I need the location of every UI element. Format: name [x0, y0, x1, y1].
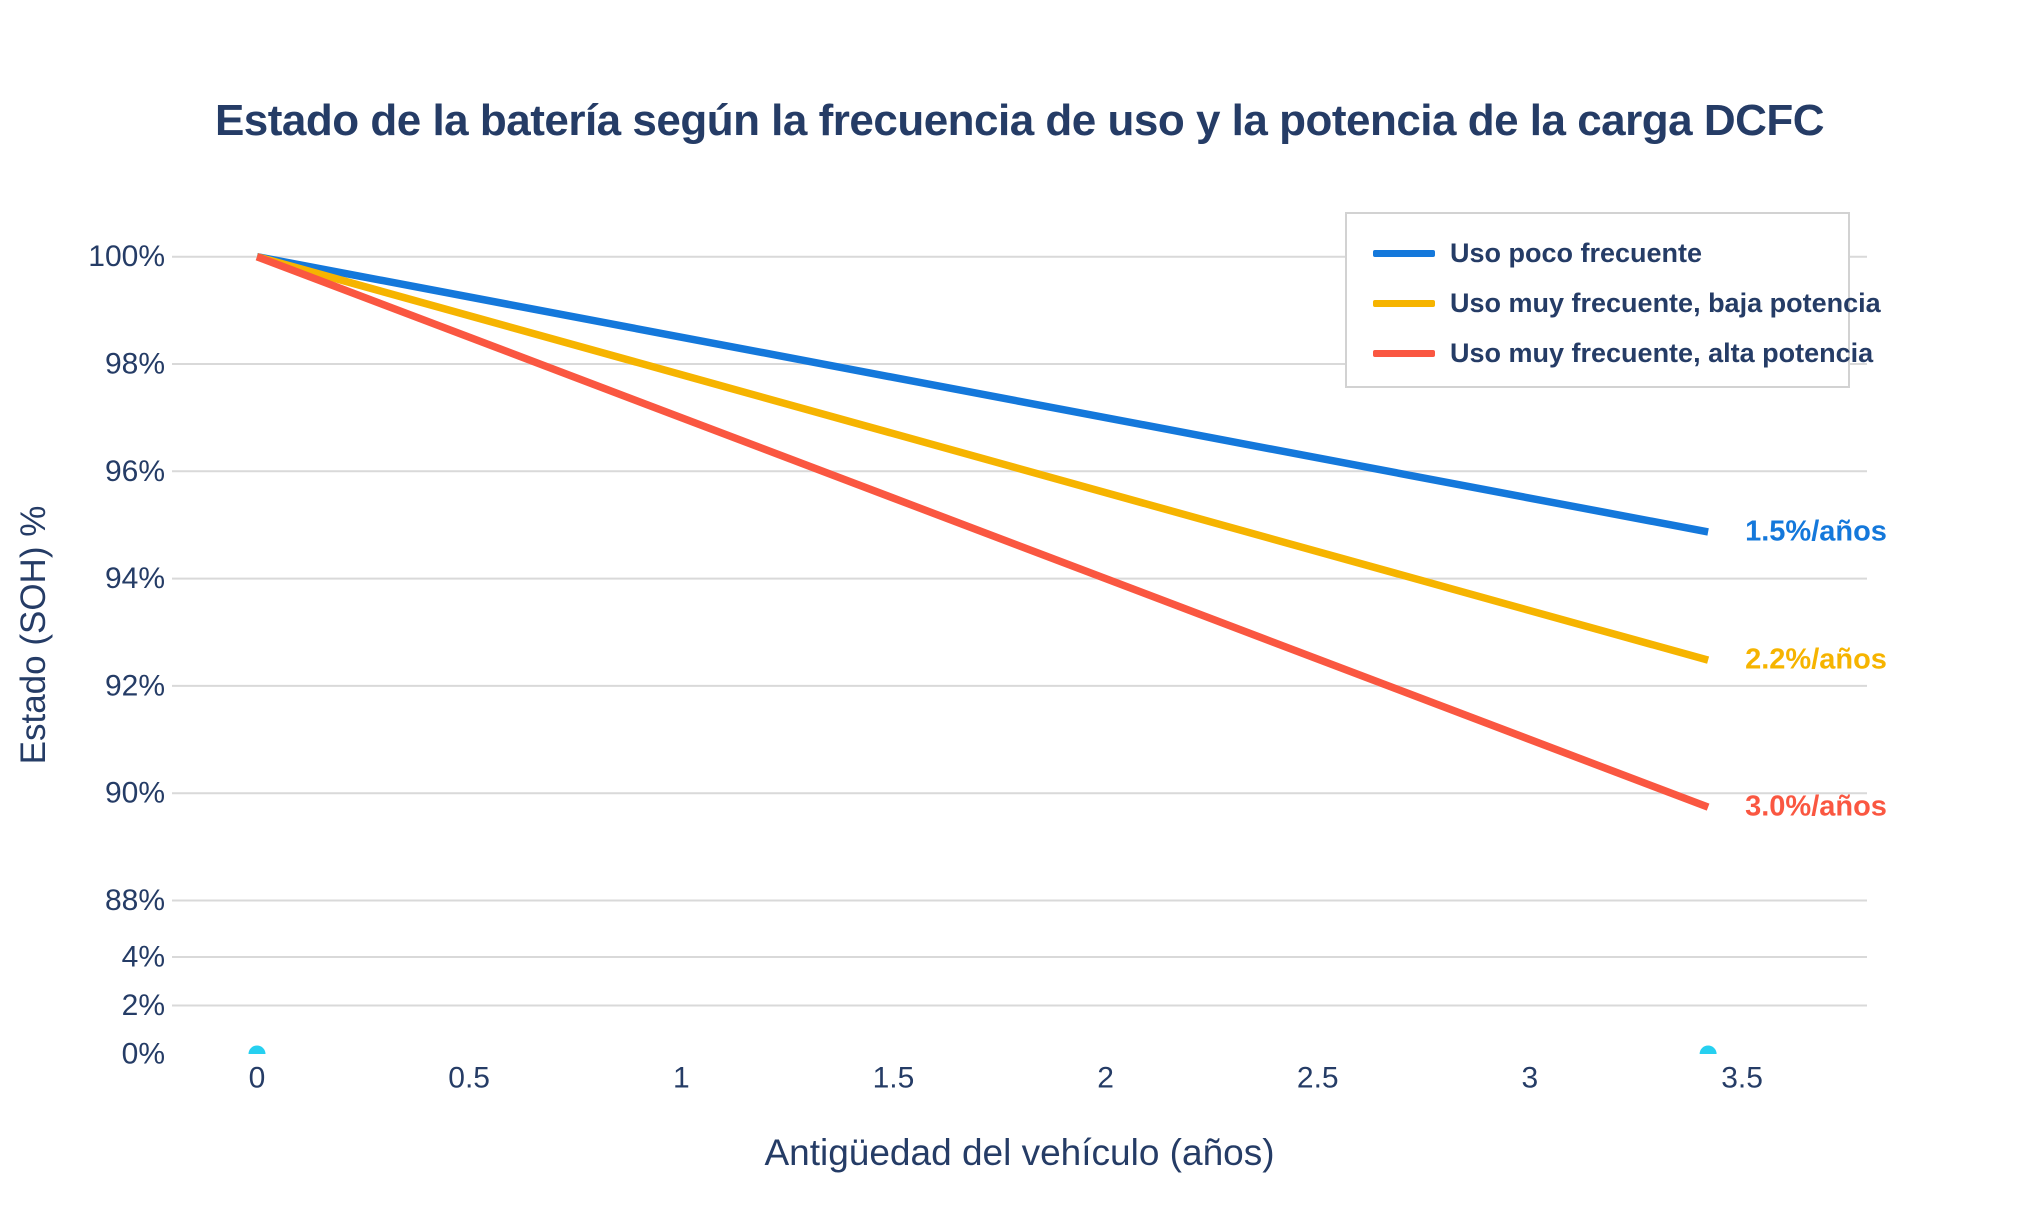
marker-dot — [248, 1045, 266, 1054]
x-tick-label: 1.5 — [873, 1062, 915, 1095]
x-tick-label: 3.5 — [1721, 1062, 1763, 1095]
rate-annotation-0: 1.5%/años — [1745, 515, 1887, 548]
x-tick-label: 0.5 — [448, 1062, 490, 1095]
y-axis-title: Estado (SOH) % — [14, 505, 53, 765]
y-tick-label: 4% — [122, 941, 165, 974]
series-line-2 — [255, 253, 1710, 811]
y-tick-label: 0% — [122, 1038, 165, 1071]
legend-swatch-1 — [1373, 299, 1435, 307]
y-tick-label: 98% — [105, 348, 165, 381]
y-tick-label: 92% — [105, 669, 165, 702]
y-tick-label: 96% — [105, 455, 165, 488]
legend-item-uso-poco-frecuente[interactable]: Uso poco frecuente — [1373, 228, 1848, 278]
legend-label: Uso muy frecuente, baja potencia — [1450, 287, 1881, 318]
x-tick-label: 0 — [249, 1062, 266, 1095]
x-axis-title: Antigüedad del vehículo (años) — [764, 1132, 1275, 1173]
rate-annotation-1: 2.2%/años — [1745, 643, 1887, 676]
y-tick-label: 94% — [105, 562, 165, 595]
legend-label: Uso poco frecuente — [1450, 237, 1703, 268]
rate-annotation-2: 3.0%/años — [1745, 790, 1887, 823]
y-tick-label: 2% — [122, 989, 165, 1022]
legend-item-uso-muy-frecuente-baja-potencia[interactable]: Uso muy frecuente, baja potencia — [1373, 278, 1881, 328]
legend-swatch-0 — [1373, 249, 1435, 257]
y-tick-label: 88% — [105, 884, 165, 917]
marker-dot — [1699, 1045, 1717, 1054]
legend-swatch-2 — [1373, 349, 1435, 357]
legend: Uso poco frecuente Uso muy frecuente, ba… — [1345, 212, 1881, 388]
y-tick-label: 90% — [105, 777, 165, 810]
x-tick-label: 2 — [1097, 1062, 1114, 1095]
chart-title: Estado de la batería según la frecuencia… — [214, 96, 1825, 145]
legend-item-uso-muy-frecuente-alta-potencia[interactable]: Uso muy frecuente, alta potencia — [1373, 328, 1873, 378]
y-tick-label: 100% — [88, 240, 165, 273]
x-tick-label: 3 — [1522, 1062, 1539, 1095]
x-tick-label: 2.5 — [1297, 1062, 1339, 1095]
series-line-0 — [256, 253, 1709, 536]
x-tick-label: 1 — [673, 1062, 690, 1095]
series-line-1 — [255, 253, 1710, 664]
legend-label: Uso muy frecuente, alta potencia — [1450, 337, 1874, 368]
